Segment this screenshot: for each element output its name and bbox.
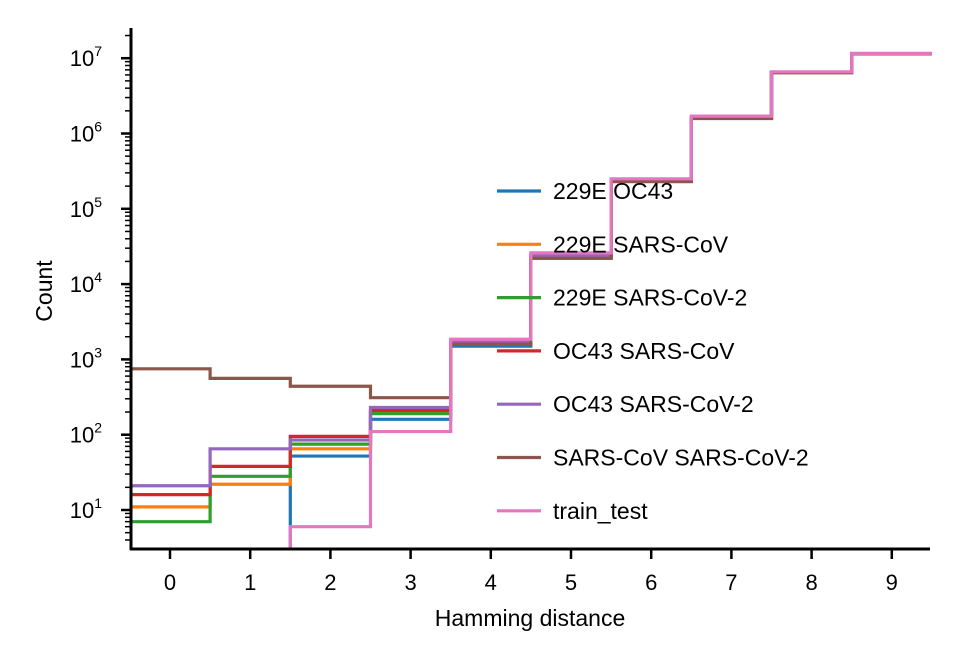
legend-label-3: OC43 SARS-CoV: [553, 338, 735, 364]
y-tick-label: 106: [70, 119, 102, 147]
y-tick-label: 103: [70, 344, 102, 372]
series-line-6: [288, 51, 932, 549]
x-tick-label: 4: [485, 570, 497, 595]
legend-label-5: SARS-CoV SARS-CoV-2: [553, 445, 809, 471]
y-tick-label: 104: [70, 269, 102, 297]
legend: 229E OC43 229E SARS-CoV 229E SARS-CoV-2 OC4…: [497, 178, 809, 524]
y-tick-label: 102: [70, 420, 102, 448]
y-tick-label: 105: [70, 194, 102, 222]
x-axis-label: Hamming distance: [435, 605, 625, 631]
legend-label-4: OC43 SARS-CoV-2: [553, 391, 754, 417]
x-tick-label: 9: [886, 570, 898, 595]
x-tick-label: 1: [244, 570, 256, 595]
x-tick-label: 6: [645, 570, 657, 595]
legend-label-0: 229E OC43: [553, 178, 673, 204]
y-axis-label: Count: [31, 260, 57, 322]
legend-label-6: train_test: [553, 498, 648, 524]
x-tick-label: 7: [725, 570, 737, 595]
legend-label-1: 229E SARS-CoV: [553, 231, 729, 257]
x-tick-label: 5: [565, 570, 577, 595]
plot-lines: [129, 51, 932, 549]
y-tick-label: 107: [70, 43, 102, 71]
x-ticks: 0 1 2 3 4 5 6 7 8 9: [164, 549, 898, 595]
x-tick-label: 3: [404, 570, 416, 595]
x-tick-label: 8: [805, 570, 817, 595]
y-tick-label: 101: [70, 495, 102, 523]
x-tick-label: 2: [324, 570, 336, 595]
x-tick-label: 0: [164, 570, 176, 595]
legend-label-2: 229E SARS-CoV-2: [553, 285, 747, 311]
axes: [129, 28, 930, 551]
y-ticks: 101 102 103 104 105 106 107: [70, 34, 131, 541]
